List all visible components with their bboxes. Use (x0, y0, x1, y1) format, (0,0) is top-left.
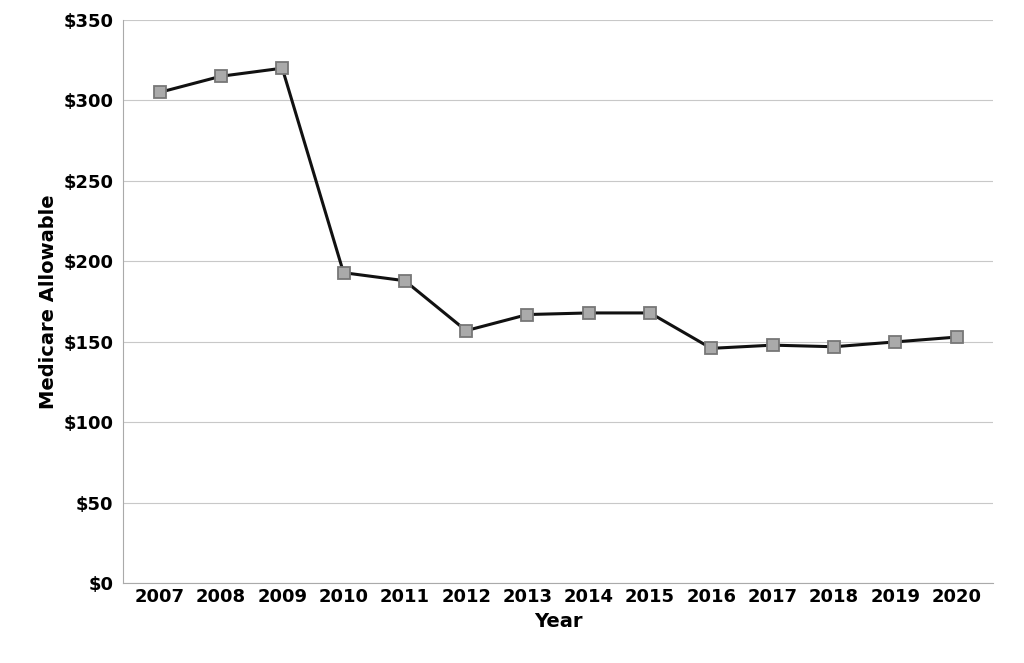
X-axis label: Year: Year (534, 612, 583, 631)
Y-axis label: Medicare Allowable: Medicare Allowable (39, 194, 57, 409)
